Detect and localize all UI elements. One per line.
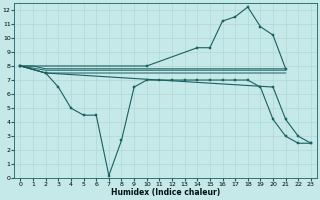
- X-axis label: Humidex (Indice chaleur): Humidex (Indice chaleur): [111, 188, 220, 197]
